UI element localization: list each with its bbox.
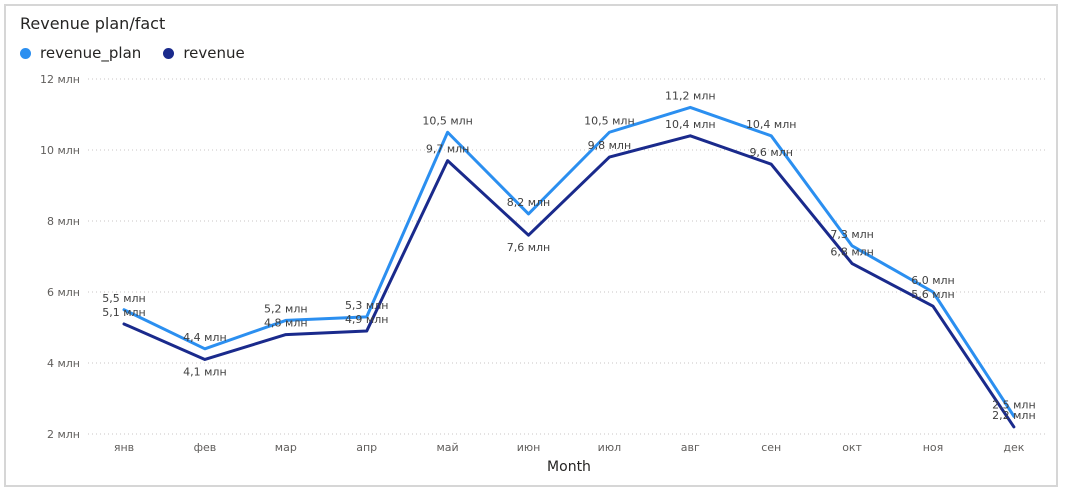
legend-item-revenue[interactable]: revenue <box>163 44 245 62</box>
data-label-revenue-plan: 4,4 млн <box>183 331 227 344</box>
data-label-revenue: 4,9 млн <box>345 313 389 326</box>
chart-title: Revenue plan/fact <box>20 14 166 33</box>
data-label-revenue: 7,6 млн <box>507 241 551 254</box>
x-tick-label: май <box>436 441 458 454</box>
data-label-revenue: 5,1 млн <box>102 306 146 319</box>
data-label-revenue: 5,6 млн <box>911 288 955 301</box>
data-label-revenue-plan: 5,3 млн <box>345 299 389 312</box>
chart-frame <box>4 4 1058 487</box>
legend-label-revenue-plan: revenue_plan <box>40 44 142 62</box>
legend-item-revenue-plan[interactable]: revenue_plan <box>20 44 141 62</box>
data-label-revenue-plan: 6,0 млн <box>911 274 955 287</box>
x-tick-label: фев <box>194 441 217 454</box>
y-tick-label: 6 млн <box>47 286 80 299</box>
y-axis-ticks: 2 млн 4 млн 6 млн 8 млн 10 млн 12 млн <box>40 73 80 441</box>
data-label-revenue: 6,8 млн <box>830 246 874 259</box>
data-label-revenue-plan: 10,5 млн <box>422 114 473 127</box>
x-tick-label: мар <box>275 441 297 454</box>
x-axis-title: Month <box>547 459 591 475</box>
data-label-revenue: 9,6 млн <box>749 146 793 159</box>
data-label-revenue: 4,1 млн <box>183 365 227 378</box>
x-tick-label: ноя <box>923 441 944 454</box>
data-label-revenue-plan: 11,2 млн <box>665 89 716 102</box>
data-label-revenue: 9,8 млн <box>588 139 632 152</box>
chart-legend: revenue_plan revenue <box>20 44 267 62</box>
data-label-revenue: 10,4 млн <box>665 118 716 131</box>
series-line-revenue[interactable] <box>122 134 1016 429</box>
data-label-revenue-plan: 5,2 млн <box>264 302 308 315</box>
y-tick-label: 10 млн <box>40 144 80 157</box>
data-label-revenue: 4,8 млн <box>264 317 308 330</box>
data-label-revenue: 9,7 млн <box>426 143 470 156</box>
x-axis-ticks: янв фев мар апр май июн июл авг сен окт ноя дек <box>114 441 1025 454</box>
x-tick-label: дек <box>1003 441 1024 454</box>
data-label-revenue-plan: 10,5 млн <box>584 114 635 127</box>
x-tick-label: авг <box>681 441 700 454</box>
gridlines <box>88 78 1048 435</box>
data-label-revenue-plan: 5,5 млн <box>102 292 146 305</box>
legend-dot-revenue-plan <box>20 47 31 59</box>
data-label-revenue: 2,2 млн <box>992 409 1036 422</box>
y-tick-label: 12 млн <box>40 73 80 86</box>
y-tick-label: 4 млн <box>47 357 80 370</box>
data-label-revenue-plan: 8,2 млн <box>507 196 551 209</box>
series-lines <box>122 105 1016 429</box>
x-tick-label: июн <box>517 441 541 454</box>
x-tick-label: сен <box>761 441 781 454</box>
data-label-revenue-plan: 10,4 млн <box>746 118 797 131</box>
data-label-revenue-plan: 7,3 млн <box>830 228 874 241</box>
series-line-revenue-plan[interactable] <box>122 105 1016 418</box>
y-tick-label: 2 млн <box>47 428 80 441</box>
y-tick-label: 8 млн <box>47 215 80 228</box>
x-tick-label: окт <box>842 441 862 454</box>
data-label-revenue-plan: 2,5 млн <box>992 398 1036 411</box>
x-tick-label: апр <box>356 441 377 454</box>
x-tick-label: янв <box>114 441 134 454</box>
x-tick-label: июл <box>598 441 621 454</box>
legend-dot-revenue <box>163 47 175 59</box>
legend-label-revenue: revenue <box>183 44 245 62</box>
